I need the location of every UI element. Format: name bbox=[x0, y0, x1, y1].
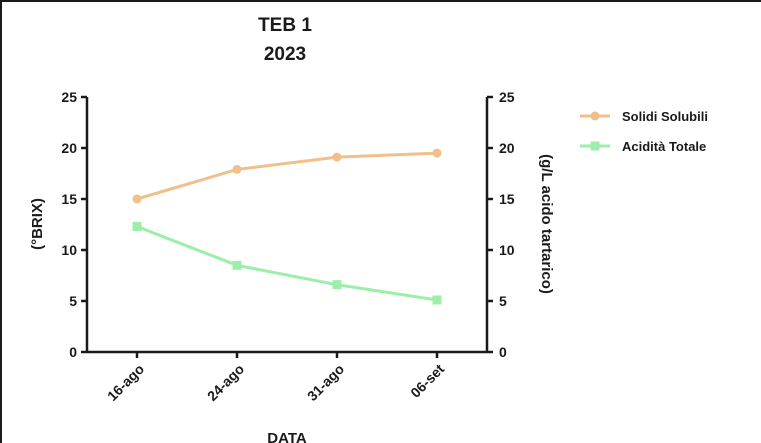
left-y-tick-label: 5 bbox=[69, 293, 77, 309]
right-y-ticks: 0 5 10 15 20 25 bbox=[487, 89, 515, 360]
legend: Solidi Solubili Acidità Totale bbox=[580, 109, 708, 154]
legend-item-acidita-totale: Acidità Totale bbox=[580, 139, 706, 154]
x-ticks: 16-ago 24-ago 31-ago 06-set bbox=[104, 352, 447, 404]
left-y-tick-label: 0 bbox=[69, 344, 77, 360]
data-point-solidi-solubili bbox=[332, 152, 342, 162]
right-y-tick-label: 15 bbox=[499, 191, 515, 207]
series-line-acidita-totale bbox=[136, 225, 438, 302]
right-y-tick-label: 5 bbox=[499, 293, 507, 309]
right-y-tick-label: 20 bbox=[499, 140, 515, 156]
data-point-acidita-totale bbox=[332, 280, 342, 290]
x-tick-label: 16-ago bbox=[104, 361, 147, 404]
x-tick-label: 31-ago bbox=[304, 361, 347, 404]
right-y-tick-label: 10 bbox=[499, 242, 515, 258]
right-y-tick-label: 25 bbox=[499, 89, 515, 105]
series-line-solidi-solubili bbox=[136, 151, 438, 201]
data-point-acidita-totale bbox=[132, 222, 142, 232]
x-tick-label: 06-set bbox=[407, 361, 447, 401]
right-y-tick-label: 0 bbox=[499, 344, 507, 360]
data-point-acidita-totale bbox=[232, 260, 242, 270]
left-y-ticks: 0 5 10 15 20 25 bbox=[61, 89, 87, 360]
y-axis-label-left: (°BRIX) bbox=[29, 198, 46, 250]
left-y-tick-label: 15 bbox=[61, 191, 77, 207]
left-y-tick-label: 25 bbox=[61, 89, 77, 105]
left-y-tick-label: 10 bbox=[61, 242, 77, 258]
legend-label-solidi-solubili: Solidi Solubili bbox=[622, 109, 708, 124]
data-point-solidi-solubili bbox=[132, 194, 142, 204]
x-tick-label: 24-ago bbox=[204, 361, 247, 404]
y-axis-label-right: (g/L acido tartarico) bbox=[538, 154, 555, 294]
data-point-acidita-totale bbox=[432, 295, 442, 305]
chart-title-line-2: 2023 bbox=[264, 44, 306, 65]
legend-marker-acidita-totale bbox=[590, 141, 600, 151]
chart-title-line-1: TEB 1 bbox=[258, 15, 312, 36]
left-y-tick-label: 20 bbox=[61, 140, 77, 156]
legend-label-acidita-totale: Acidità Totale bbox=[622, 139, 706, 154]
data-point-solidi-solubili bbox=[232, 164, 242, 174]
x-axis-label: DATA bbox=[267, 430, 307, 443]
data-point-solidi-solubili bbox=[432, 148, 442, 158]
legend-marker-solidi-solubili bbox=[590, 111, 600, 121]
series-layer bbox=[132, 148, 442, 305]
legend-item-solidi-solubili: Solidi Solubili bbox=[580, 109, 708, 124]
